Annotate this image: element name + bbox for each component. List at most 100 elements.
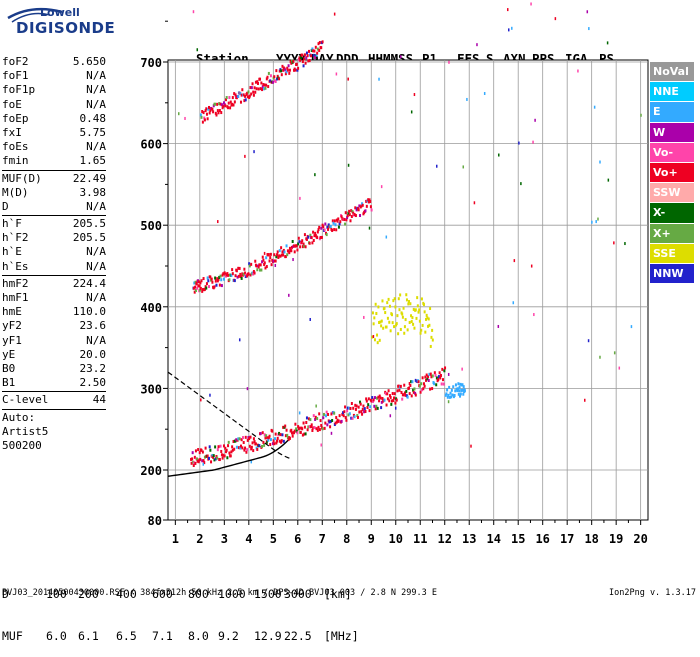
echo-point [310,423,313,427]
echo-point [273,75,276,79]
echo-point [433,371,436,375]
echo-point [422,382,425,386]
echo-point [276,74,279,78]
echo-point [196,286,199,290]
echo-point [414,393,417,397]
echo-point [280,73,283,77]
echo-point [220,111,223,115]
echo-point [415,316,418,320]
param-separator [2,169,106,171]
echo-point [406,328,409,332]
echo-point [214,276,217,280]
echo-point [290,249,293,253]
echo-point [348,412,351,416]
echo-point [274,259,277,263]
echo-point [284,68,287,72]
noise-point [506,8,509,12]
echo-point [335,416,338,420]
file-info-footer: BVJ03_20140500430000.RSF / 384fx512h 50 … [2,588,437,598]
echo-point [259,268,262,272]
echo-point [233,100,236,104]
param-label: Auto: [2,410,36,424]
echo-point [305,416,308,420]
echo-point [226,456,229,460]
echo-point [345,418,348,422]
echo-point [289,60,292,64]
param-label: yF2 [2,319,22,333]
echo-point [308,49,310,53]
y-tick-label: 500 [140,219,162,233]
echo-point [316,417,319,421]
echo-point [263,83,266,87]
param-label: h`F2 [2,231,29,245]
echo-point [232,103,235,107]
echo-point [273,253,276,257]
echo-point [201,459,204,463]
echo-point [216,277,219,281]
echo-point [431,374,434,378]
echo-point [231,268,234,272]
muf-row-cell: [MHz] [324,629,359,643]
echo-point [276,436,279,440]
echo-point [226,272,229,276]
echo-point [419,331,422,335]
echo-point [240,276,243,280]
grid-layer [167,59,649,521]
echo-point [243,267,246,271]
echo-point [446,388,449,392]
polarization-legend: NoVal NNE E W Vo- Vo+ SSW X- X+ SSE NNW [650,62,694,284]
echo-point [234,274,237,278]
echo-point [361,203,364,207]
x-tick-label: 11 [413,532,427,546]
echo-point [392,299,395,303]
echo-point [414,308,417,312]
echo-point [427,375,430,379]
echo-point [389,329,392,333]
x-tick-label: 20 [633,532,647,546]
echo-point [200,448,203,452]
echo-point [418,319,421,323]
echo-point [305,51,308,55]
param-row: 500200 [2,439,106,453]
echo-point [443,369,446,373]
echo-point [281,250,284,254]
echo-point [318,40,321,44]
echo-point [386,397,389,401]
noise-point [476,43,478,47]
noise-point [372,334,375,338]
echo-point [431,387,434,391]
echo-point [351,210,354,214]
echo-point [409,383,412,387]
echo-point [234,93,237,97]
echo-point [271,429,274,433]
legend-item-e: E [650,102,694,122]
echo-point [397,332,400,336]
echo-point [380,324,383,328]
echo-point [319,235,322,239]
echo-point [298,56,301,60]
param-label: hmE [2,305,22,319]
echo-point [405,293,408,297]
echo-point [198,451,201,455]
echo-point [232,439,235,443]
echo-point [225,98,228,102]
echo-point [191,457,194,461]
echo-point [305,237,308,241]
echo-point [205,107,208,111]
echo-point [308,425,311,429]
echo-point [246,448,249,452]
noise-point [461,367,463,371]
param-value: 44 [92,393,106,407]
echo-point [321,223,324,227]
y-tick-label: 400 [140,301,162,315]
echo-point [354,407,357,411]
echo-point [197,280,200,284]
param-value: 110.0 [72,305,106,319]
d-row-cell: [km] [324,587,352,601]
noise-point [483,91,486,95]
param-value: N/A [86,69,106,83]
echo-point [428,323,431,327]
y-tick-label: 300 [140,382,162,396]
echo-point [301,433,304,437]
echo-point [312,230,315,234]
